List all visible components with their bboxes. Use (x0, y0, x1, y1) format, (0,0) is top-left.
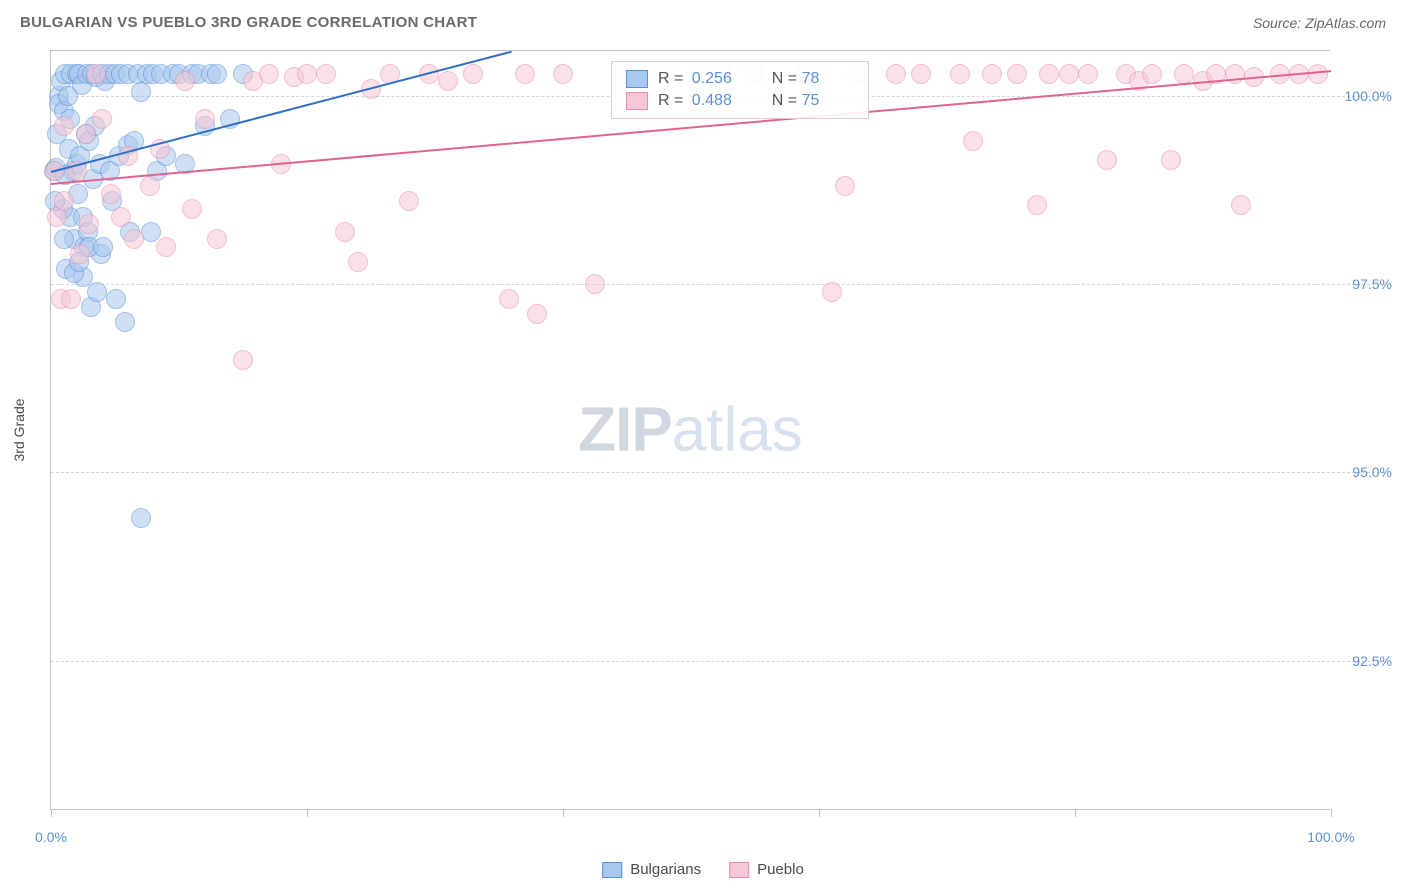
scatter-point (101, 184, 121, 204)
scatter-point (438, 71, 458, 91)
scatter-point (297, 64, 317, 84)
scatter-point (124, 229, 144, 249)
scatter-point (233, 350, 253, 370)
scatter-point (54, 191, 74, 211)
x-tick-label: 0.0% (35, 829, 67, 845)
scatter-point (527, 304, 547, 324)
scatter-point (1097, 150, 1117, 170)
scatter-point (515, 64, 535, 84)
scatter-point (911, 64, 931, 84)
y-axis-label: 3rd Grade (11, 398, 27, 461)
scatter-point (61, 289, 81, 309)
scatter-point (335, 222, 355, 242)
scatter-point (835, 176, 855, 196)
y-tick-label: 97.5% (1352, 276, 1392, 292)
legend-label: Pueblo (757, 861, 804, 878)
scatter-point (175, 71, 195, 91)
scatter-point (207, 64, 227, 84)
watermark: ZIPatlas (578, 395, 802, 466)
scatter-point (1059, 64, 1079, 84)
series-swatch (626, 70, 648, 88)
legend-item: Pueblo (729, 861, 804, 878)
scatter-point (1142, 64, 1162, 84)
scatter-point (54, 116, 74, 136)
scatter-point (207, 229, 227, 249)
legend-swatch (602, 862, 622, 878)
x-tick (819, 809, 820, 817)
scatter-point (822, 282, 842, 302)
scatter-point (399, 191, 419, 211)
x-tick (1075, 809, 1076, 817)
y-tick-label: 92.5% (1352, 653, 1392, 669)
scatter-point (259, 64, 279, 84)
scatter-point (499, 289, 519, 309)
stats-box: R = 0.256 N = 78 R = 0.488 N = 75 (611, 61, 869, 119)
scatter-point (131, 82, 151, 102)
scatter-point (982, 64, 1002, 84)
scatter-point (553, 64, 573, 84)
stat-r: R = 0.256 (658, 70, 744, 88)
legend: Bulgarians Pueblo (602, 861, 804, 878)
x-tick-label: 100.0% (1307, 829, 1354, 845)
x-tick (1331, 809, 1332, 817)
gridline (51, 661, 1385, 662)
scatter-point (140, 176, 160, 196)
scatter-point (1231, 195, 1251, 215)
stats-row: R = 0.488 N = 75 (626, 90, 854, 112)
scatter-point (156, 237, 176, 257)
series-swatch (626, 92, 648, 110)
scatter-point (86, 64, 106, 84)
stat-n: N = 78 (754, 70, 854, 88)
scatter-point (70, 244, 90, 264)
stat-r: R = 0.488 (658, 92, 744, 110)
chart-source: Source: ZipAtlas.com (1253, 15, 1386, 31)
watermark-part1: ZIP (578, 396, 671, 465)
scatter-point (463, 64, 483, 84)
scatter-point (79, 214, 99, 234)
legend-label: Bulgarians (630, 861, 701, 878)
scatter-point (182, 199, 202, 219)
scatter-point (316, 64, 336, 84)
legend-swatch (729, 862, 749, 878)
y-tick-label: 100.0% (1345, 88, 1392, 104)
plot-area: 3rd Grade ZIPatlas 92.5%95.0%97.5%100.0%… (50, 50, 1330, 810)
scatter-point (1161, 150, 1181, 170)
scatter-point (1039, 64, 1059, 84)
scatter-point (195, 109, 215, 129)
scatter-point (106, 289, 126, 309)
scatter-point (92, 109, 112, 129)
scatter-point (963, 131, 983, 151)
legend-item: Bulgarians (602, 861, 701, 878)
chart-header: BULGARIAN VS PUEBLO 3RD GRADE CORRELATIO… (0, 0, 1406, 41)
chart-container: 3rd Grade ZIPatlas 92.5%95.0%97.5%100.0%… (50, 50, 1386, 832)
chart-title: BULGARIAN VS PUEBLO 3RD GRADE CORRELATIO… (20, 14, 477, 31)
stat-n: N = 75 (754, 92, 854, 110)
scatter-point (111, 207, 131, 227)
x-tick (307, 809, 308, 817)
scatter-point (585, 274, 605, 294)
scatter-point (1027, 195, 1047, 215)
scatter-point (1007, 64, 1027, 84)
scatter-point (1174, 64, 1194, 84)
scatter-point (131, 508, 151, 528)
scatter-point (950, 64, 970, 84)
stats-row: R = 0.256 N = 78 (626, 68, 854, 90)
x-tick (51, 809, 52, 817)
y-tick-label: 95.0% (1352, 464, 1392, 480)
scatter-point (87, 282, 107, 302)
scatter-point (115, 312, 135, 332)
watermark-part2: atlas (672, 396, 803, 465)
scatter-point (76, 124, 96, 144)
scatter-point (886, 64, 906, 84)
gridline (51, 472, 1385, 473)
x-tick (563, 809, 564, 817)
scatter-point (1078, 64, 1098, 84)
gridline (51, 284, 1385, 285)
scatter-point (93, 237, 113, 257)
scatter-point (348, 252, 368, 272)
scatter-point (54, 229, 74, 249)
